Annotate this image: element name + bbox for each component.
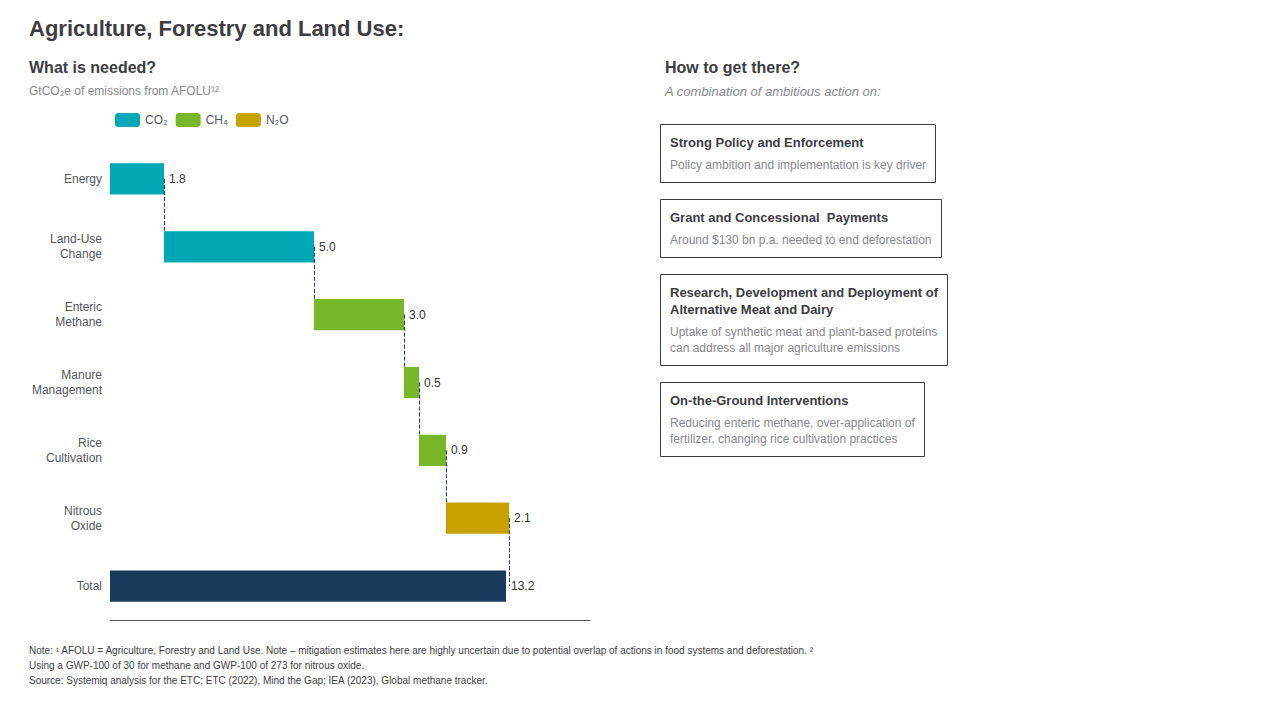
svg-text:Energy: Energy — [64, 172, 102, 186]
svg-text:can address all major agricult: can address all major agriculture emissi… — [670, 341, 900, 355]
svg-text:Change: Change — [60, 247, 102, 261]
svg-text:What is needed?: What is needed? — [29, 59, 156, 76]
svg-text:Reducing enteric methane, over: Reducing enteric methane, over-applicati… — [670, 416, 915, 430]
svg-text:Uptake of synthetic meat and p: Uptake of synthetic meat and plant-based… — [670, 325, 938, 339]
svg-text:Rice: Rice — [78, 436, 102, 450]
svg-text:Source: Systemiq analysis for: Source: Systemiq analysis for the ETC; E… — [29, 675, 488, 686]
svg-text:Around $130 bn p.a. needed to: Around $130 bn p.a. needed to end defore… — [670, 233, 932, 247]
svg-text:Note: ¹ AFOLU = Agriculture, F: Note: ¹ AFOLU = Agriculture, Forestry an… — [29, 645, 814, 656]
svg-text:0.5: 0.5 — [424, 376, 441, 390]
svg-text:Management: Management — [32, 383, 103, 397]
svg-text:3.0: 3.0 — [409, 308, 426, 322]
svg-text:CH₄: CH₄ — [206, 113, 228, 127]
svg-text:On-the-Ground Interventions: On-the-Ground Interventions — [670, 393, 848, 408]
svg-text:Strong Policy and Enforcement: Strong Policy and Enforcement — [670, 135, 864, 150]
svg-text:Enteric: Enteric — [65, 300, 102, 314]
svg-text:Land-Use: Land-Use — [50, 232, 102, 246]
svg-text:fertilizer, changing rice cult: fertilizer, changing rice cultivation pr… — [670, 432, 897, 446]
svg-text:A combination of ambitious act: A combination of ambitious action on: — [664, 84, 881, 99]
svg-text:Agriculture, Forestry and Land: Agriculture, Forestry and Land Use: — [29, 16, 404, 41]
svg-text:CO₂: CO₂ — [145, 113, 168, 127]
svg-text:GtCO₂e of emissions from AFOLU: GtCO₂e of emissions from AFOLU¹² — [29, 84, 219, 98]
svg-text:Nitrous: Nitrous — [64, 504, 102, 518]
svg-text:Using a GWP-100 of 30 for meth: Using a GWP-100 of 30 for methane and GW… — [29, 660, 364, 671]
svg-text:Alternative Meat and Dairy: Alternative Meat and Dairy — [670, 302, 834, 317]
svg-text:Total: Total — [77, 579, 102, 593]
svg-text:Cultivation: Cultivation — [46, 451, 102, 465]
svg-text:2.1: 2.1 — [514, 511, 531, 525]
svg-text:Methane: Methane — [55, 315, 102, 329]
svg-text:0.9: 0.9 — [451, 443, 468, 457]
svg-text:Grant and Concessional Paymen: Grant and Concessional Payments — [670, 210, 888, 225]
svg-text:Oxide: Oxide — [71, 519, 103, 533]
svg-text:How to get there?: How to get there? — [665, 59, 800, 76]
svg-text:13.2: 13.2 — [511, 579, 535, 593]
svg-text:Policy ambition and implementa: Policy ambition and implementation is ke… — [670, 158, 926, 172]
svg-text:Manure: Manure — [61, 368, 102, 382]
svg-text:Research, Development and Depl: Research, Development and Deployment of — [670, 285, 939, 300]
svg-text:5.0: 5.0 — [319, 240, 336, 254]
svg-text:1.8: 1.8 — [169, 172, 186, 186]
svg-text:N₂O: N₂O — [266, 113, 289, 127]
